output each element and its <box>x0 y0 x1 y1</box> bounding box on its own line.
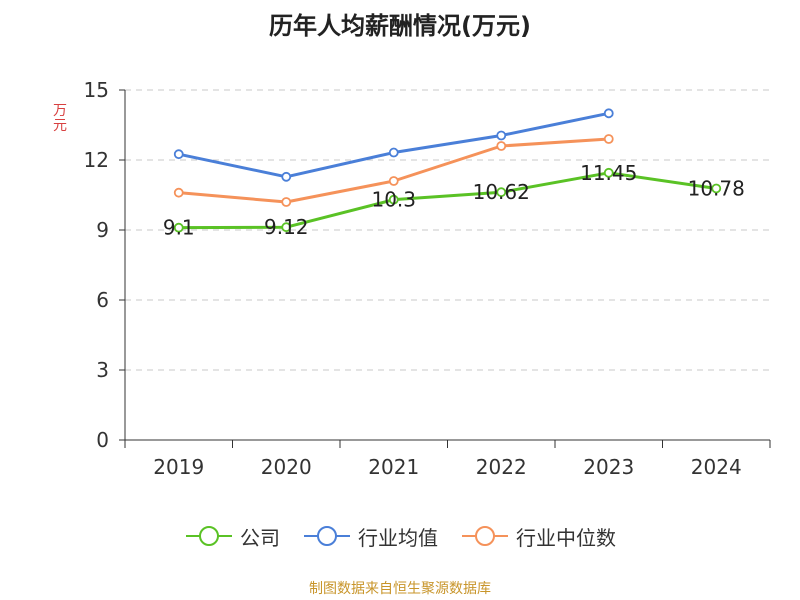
legend-item[interactable]: 行业中位数 <box>460 522 616 551</box>
y-tick-label: 6 <box>96 288 109 312</box>
x-tick-label: 2020 <box>261 455 312 479</box>
series-line <box>178 171 717 230</box>
y-tick-label: 9 <box>96 218 109 242</box>
data-point <box>388 147 399 158</box>
legend-item[interactable]: 行业均值 <box>302 522 438 551</box>
data-point <box>281 171 292 182</box>
x-tick-label: 2021 <box>368 455 419 479</box>
x-tick-label: 2022 <box>476 455 527 479</box>
axes: 0 3 6 9 12 15 2019 2020 2021 2022 2023 2024 <box>84 78 771 479</box>
grid-lines <box>125 89 770 371</box>
series-lines <box>173 108 722 233</box>
data-point <box>173 149 184 160</box>
y-tick-label: 3 <box>96 358 109 382</box>
data-label: 10.3 <box>371 188 416 212</box>
data-point <box>496 187 507 198</box>
legend-item[interactable]: 公司 <box>184 522 280 551</box>
data-point <box>603 167 614 178</box>
source-note: 制图数据来自恒生聚源数据库 <box>309 581 491 597</box>
x-tick-label: 2023 <box>583 455 634 479</box>
legend-label: 公司 <box>240 525 280 550</box>
legend-label: 行业中位数 <box>516 525 616 550</box>
data-point <box>173 222 184 233</box>
legend-swatch-icon <box>186 526 232 546</box>
x-tick-label: 2024 <box>691 455 742 479</box>
y-axis-label: 万元 <box>53 103 67 134</box>
data-point <box>496 130 507 141</box>
data-point <box>603 108 614 119</box>
legend: 公司 行业均值 行业中位数 <box>0 518 800 554</box>
data-point <box>173 187 184 198</box>
data-label: 9.12 <box>264 215 309 239</box>
y-tick-label: 15 <box>84 78 109 102</box>
series-line <box>178 111 610 179</box>
data-label: 9.1 <box>163 216 195 240</box>
data-label: 11.45 <box>580 161 637 185</box>
y-tick-label: 0 <box>96 428 109 452</box>
y-tick-label: 12 <box>84 148 109 172</box>
x-tick-label: 2019 <box>153 455 204 479</box>
data-point <box>281 197 292 207</box>
data-point <box>281 222 292 233</box>
data-point <box>388 176 399 186</box>
data-labels: 9.1 9.12 10.3 10.62 11.45 10.78 <box>163 161 745 240</box>
data-point <box>388 194 399 205</box>
chart-title: 历年人均薪酬情况(万元) <box>269 12 531 40</box>
data-point <box>603 134 614 144</box>
legend-label: 行业均值 <box>358 525 438 550</box>
data-label: 10.62 <box>473 180 530 204</box>
data-label: 10.78 <box>688 176 745 200</box>
legend-swatch-icon <box>304 526 350 546</box>
data-point <box>496 141 507 151</box>
data-point <box>711 183 722 194</box>
legend-swatch-icon <box>462 526 508 546</box>
